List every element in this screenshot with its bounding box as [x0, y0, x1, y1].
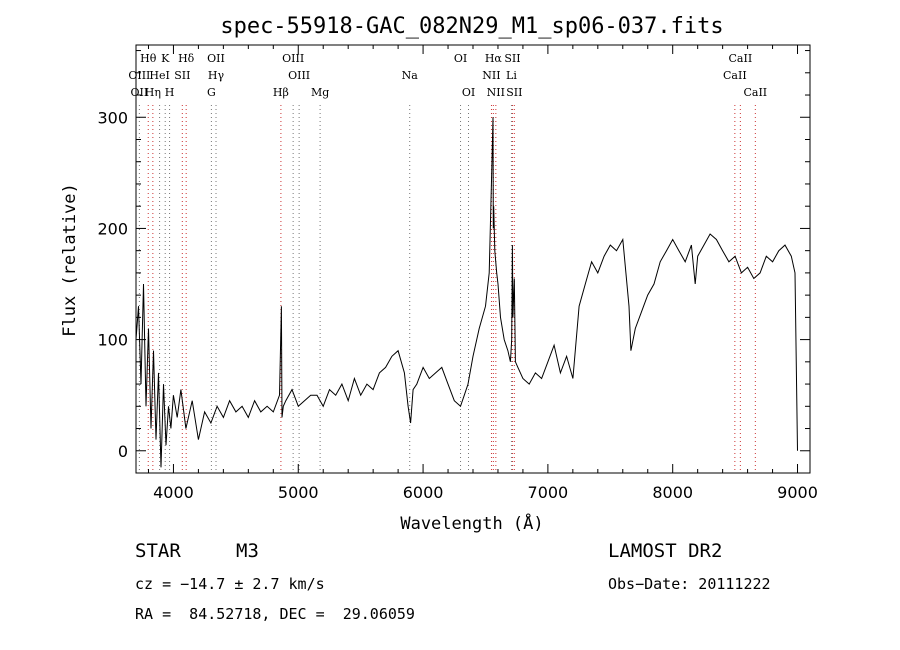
spectral-line-label: OIII: [282, 52, 304, 65]
coordinates: RA = 84.52718, DEC = 29.06059: [135, 605, 415, 623]
spectral-line-label: Hδ: [178, 52, 195, 65]
survey-name: LAMOST DR2: [608, 540, 723, 562]
object-class: STAR: [135, 540, 181, 562]
spectral-line-label: NII: [482, 69, 500, 82]
spectral-line-label: Na: [402, 69, 419, 82]
x-tick-label: 8000: [652, 483, 693, 502]
spectrum-series-line: [135, 117, 798, 468]
x-tick-label: 5000: [278, 483, 319, 502]
spectral-line-label: G: [207, 86, 216, 99]
x-tick-label: 7000: [528, 483, 569, 502]
spectral-line-label: Hθ: [140, 52, 157, 65]
spectral-line-label: OIII: [128, 69, 150, 82]
spectral-line-label: HeI: [149, 69, 169, 82]
spectral-line-markers: [138, 105, 756, 473]
y-tick-label: 100: [97, 331, 128, 350]
observation-date: Obs−Date: 20111222: [608, 575, 771, 593]
y-axis-ticks: 0 100 200 300: [97, 50, 810, 474]
spectral-line-label: Hα: [485, 52, 503, 65]
spectral-line-label: CaII: [729, 52, 753, 65]
spectral-line-label: K: [161, 52, 170, 65]
spectral-line-label: NII: [487, 86, 505, 99]
y-tick-label: 300: [97, 108, 128, 127]
spectral-line-label: Mg: [311, 86, 329, 99]
spectral-line-label: SII: [506, 86, 522, 99]
object-subclass: M3: [236, 540, 259, 562]
spectral-line-label: OIII: [288, 69, 310, 82]
y-tick-label: 0: [118, 442, 128, 461]
spectral-line-label: Hγ: [208, 69, 225, 82]
spectral-line-label: OII: [207, 52, 225, 65]
x-axis-ticks: 4000 5000 6000 7000 8000 9000: [147, 45, 818, 502]
x-axis-label: Wavelength (Å): [400, 512, 543, 534]
y-axis-label: Flux (relative): [60, 183, 80, 337]
spectral-line-label: SII: [174, 69, 190, 82]
x-tick-label: 4000: [153, 483, 194, 502]
y-tick-label: 200: [97, 219, 128, 238]
spectral-line-label: CaII: [723, 69, 747, 82]
plot-frame: [135, 44, 811, 474]
spectral-line-label: OI: [454, 52, 467, 65]
chart-title: spec-55918-GAC_082N29_M1_sp06-037.fits: [220, 14, 723, 39]
redshift-cz: cz = −14.7 ± 2.7 km/s: [135, 575, 325, 593]
x-tick-label: 9000: [777, 483, 818, 502]
spectral-line-label: Hβ: [273, 86, 289, 99]
spectral-line-label: CaII: [743, 86, 767, 99]
x-tick-label: 6000: [403, 483, 444, 502]
spectral-line-label: OI: [462, 86, 475, 99]
spectral-line-label: Hη: [145, 86, 161, 99]
spectral-line-label: Li: [506, 69, 517, 82]
spectral-line-label: SII: [504, 52, 520, 65]
spectral-line-label: H: [165, 86, 175, 99]
spectral-line-label: OII: [131, 86, 149, 99]
